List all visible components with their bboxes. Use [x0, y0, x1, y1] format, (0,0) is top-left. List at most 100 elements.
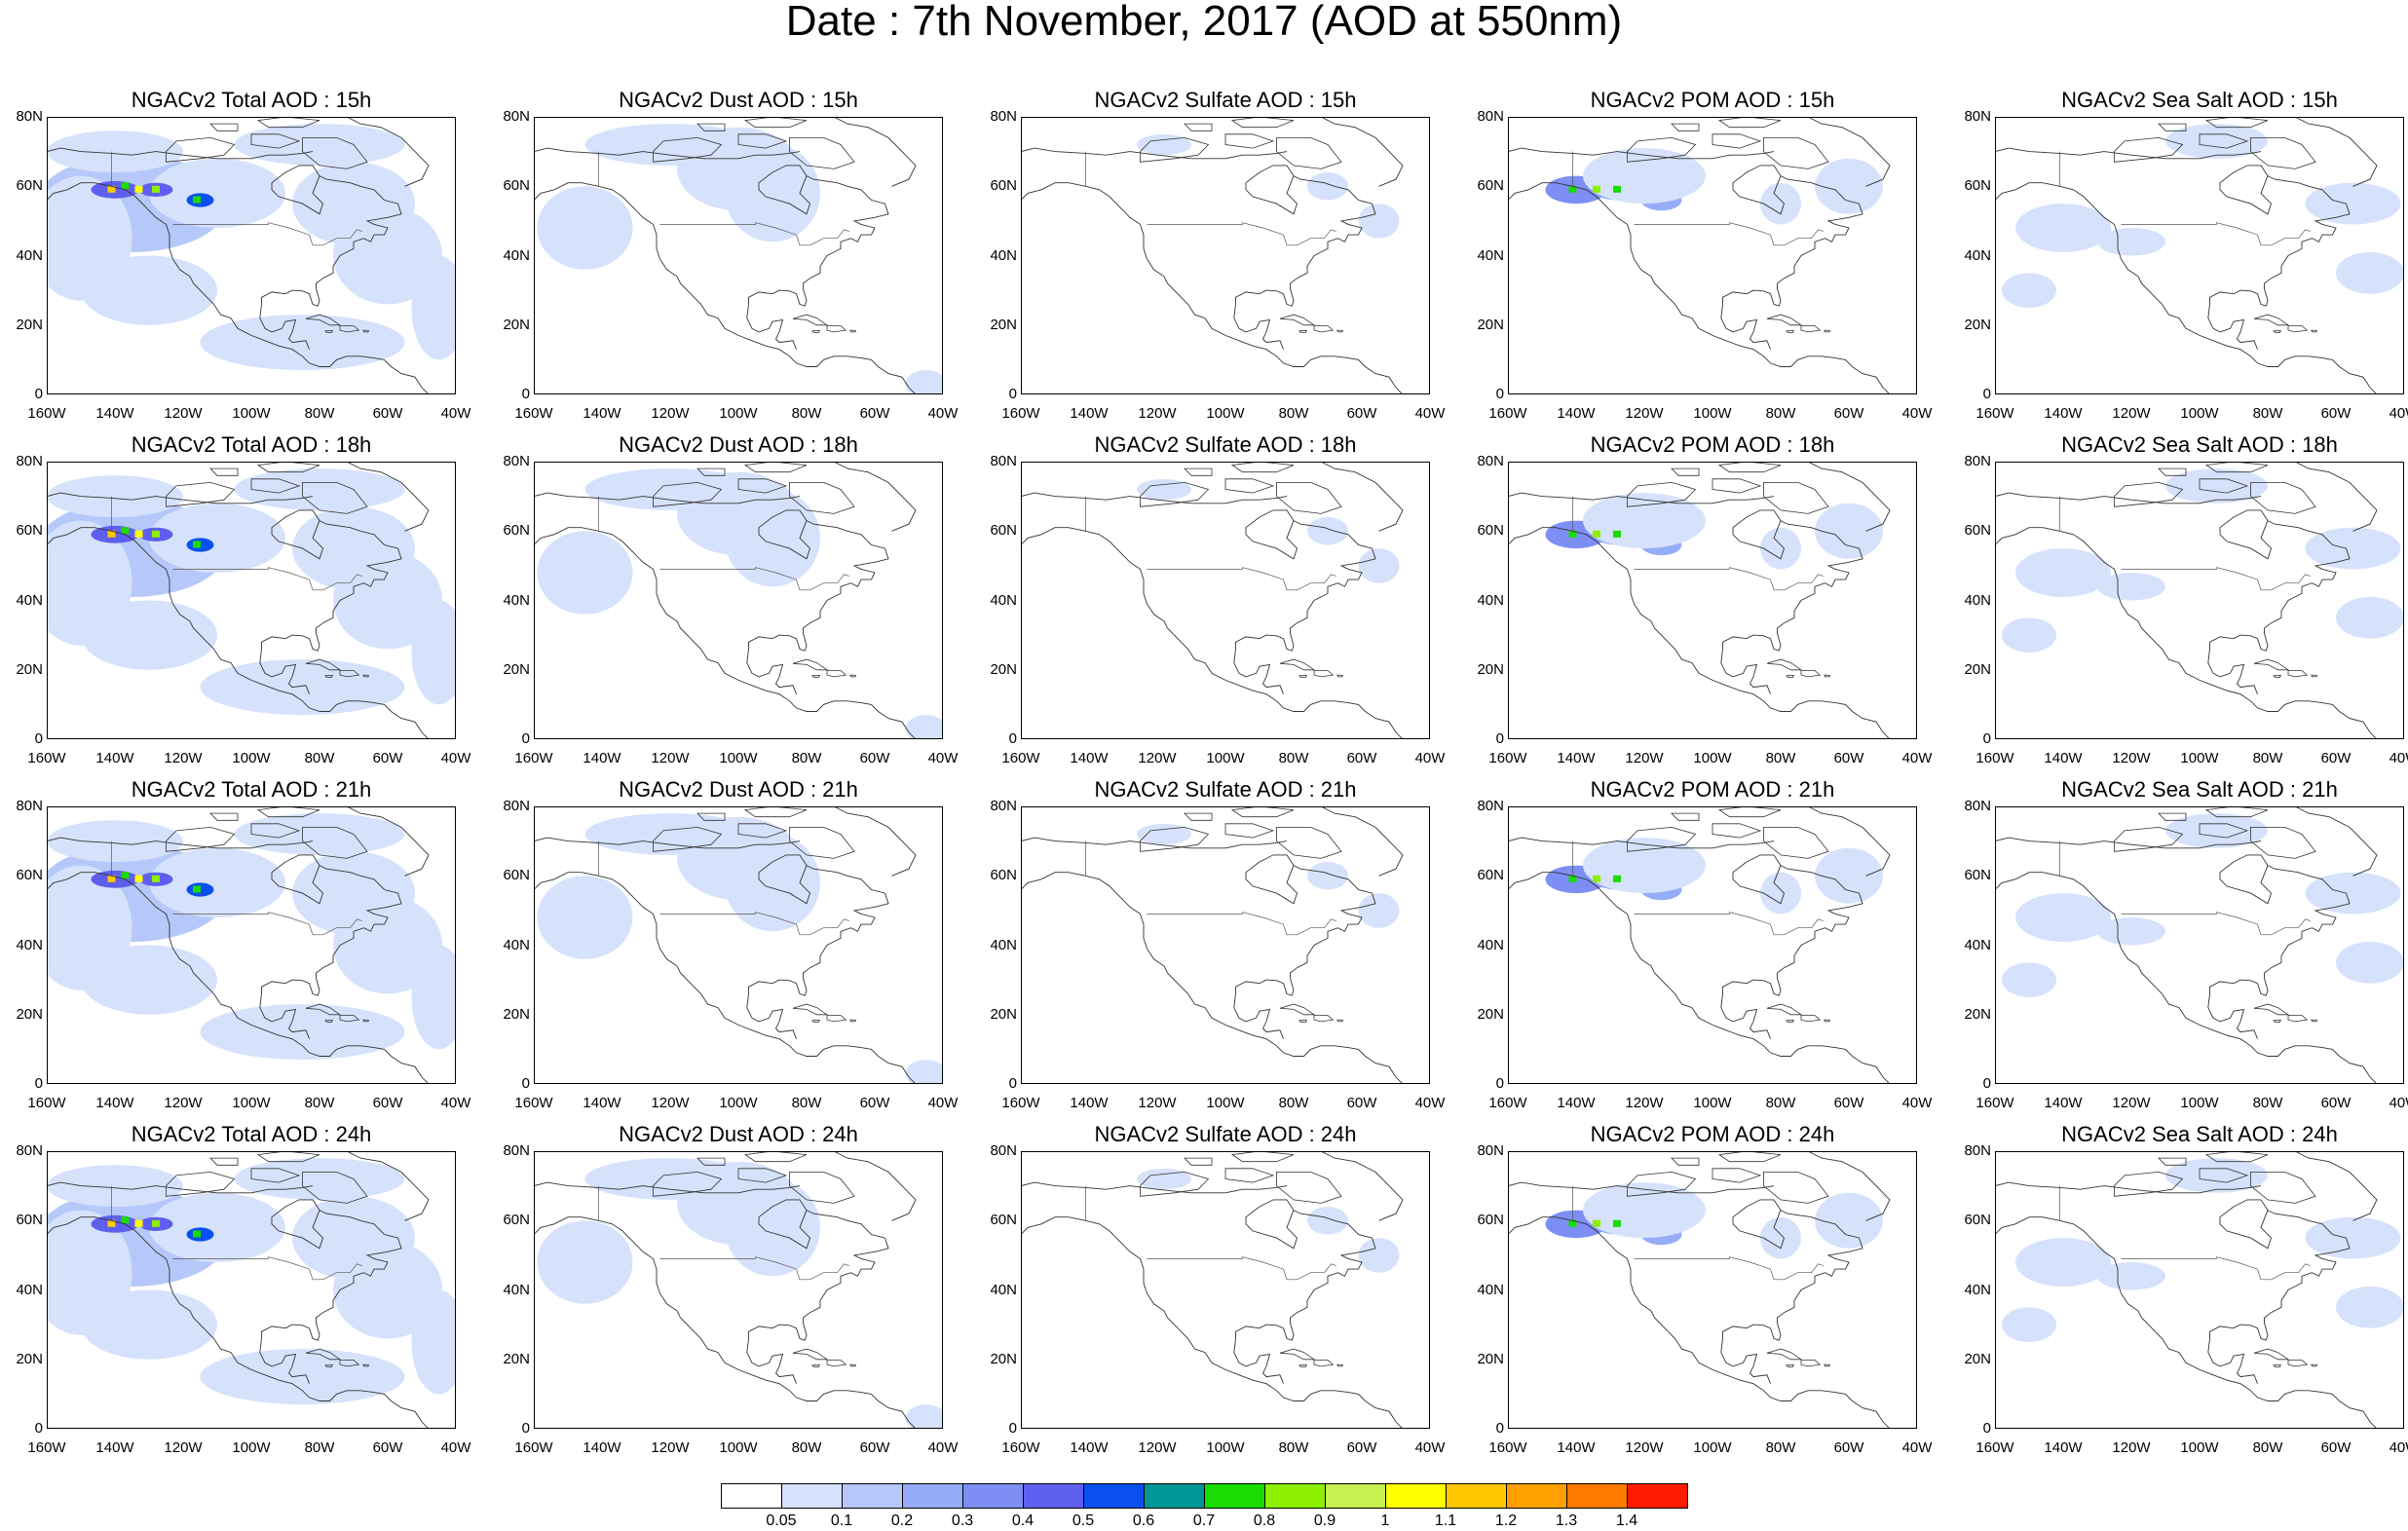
- island-outline: [1717, 463, 1781, 472]
- coastline: [1322, 807, 1404, 877]
- longitude-tick-label: 160W: [1001, 405, 1040, 422]
- coastline: [1022, 1181, 1287, 1193]
- map-panel: NGACv2 Dust AOD : 21h 80N 60N 40N 20N 0 160W 14…: [487, 777, 972, 1123]
- map-canvas: [535, 463, 942, 738]
- map-canvas: [1509, 463, 1891, 738]
- colorbar-swatch: [1325, 1483, 1386, 1509]
- map-canvas: [48, 463, 455, 738]
- latitude-tick-label: 40N: [16, 246, 43, 264]
- coastline: [535, 181, 916, 393]
- coastline: [48, 837, 313, 848]
- longitude-tick-label: 60W: [1833, 405, 1864, 422]
- aod-field-area: [1759, 1216, 1801, 1258]
- longitude-tick-label: 60W: [1346, 1439, 1377, 1456]
- aod-field-area: [2335, 251, 2403, 294]
- island-outline: [848, 674, 856, 677]
- coastline: [1721, 864, 1863, 996]
- map-panel: NGACv2 Sulfate AOD : 21h 80N 60N 40N 20N 0 160…: [974, 777, 1459, 1123]
- coastline: [1509, 181, 1890, 393]
- island-outline: [323, 1363, 333, 1367]
- coastline: [835, 463, 917, 532]
- island-outline: [250, 1167, 300, 1183]
- latitude-tick-label: 60N: [1477, 1212, 1504, 1229]
- island-outline: [792, 658, 828, 670]
- longitude-tick-label: 160W: [514, 405, 553, 422]
- longitude-tick-label: 120W: [1138, 405, 1177, 422]
- aod-field-area: [1136, 133, 1191, 155]
- country-border: [1634, 911, 1824, 935]
- aod-hotspot: [192, 885, 201, 892]
- longitude-tick-label: 120W: [651, 405, 690, 422]
- colorbar-label: 0.7: [1192, 1512, 1216, 1529]
- coastline: [1721, 1209, 1863, 1341]
- latitude-tick-label: 40N: [990, 936, 1017, 953]
- longitude-tick-label: 140W: [95, 750, 134, 766]
- coastline: [2206, 303, 2258, 350]
- coastline: [535, 1215, 916, 1428]
- longitude-tick-label: 40W: [1901, 1439, 1933, 1456]
- island-outline: [1670, 1157, 1699, 1166]
- aod-hotspot: [1568, 185, 1576, 193]
- coastline: [758, 853, 810, 904]
- coastline: [1322, 118, 1404, 187]
- aod-field-area: [2014, 203, 2111, 252]
- longitude-tick-label: 160W: [514, 750, 553, 766]
- longitude-tick-label: 40W: [1414, 405, 1446, 422]
- longitude-tick-label: 80W: [304, 750, 335, 766]
- aod-field-area: [411, 945, 455, 1049]
- longitude-tick-label: 100W: [232, 750, 271, 766]
- island-outline: [2287, 324, 2308, 332]
- island-outline: [1230, 1152, 1294, 1162]
- map-canvas: [1996, 807, 2403, 1083]
- latitude-tick-label: 60N: [1964, 1212, 1991, 1229]
- longitude-tick-label: 120W: [1138, 1439, 1177, 1456]
- coastline: [1996, 181, 2377, 393]
- island-outline: [1313, 1014, 1334, 1022]
- colorbar-swatch: [1264, 1483, 1326, 1509]
- figure-title: Date : 7th November, 2017 (AOD at 550nm): [785, 0, 1623, 45]
- aod-field-area: [2305, 527, 2400, 569]
- coastline: [535, 1181, 800, 1193]
- island-outline: [2310, 329, 2317, 332]
- coastline: [1732, 853, 1785, 904]
- latitude-tick-label: 80N: [16, 798, 43, 814]
- aod-field-area: [80, 1289, 217, 1360]
- panel-title: NGACv2 POM AOD : 24h: [1590, 1122, 1835, 1146]
- longitude-tick-label: 80W: [791, 405, 822, 422]
- latitude-tick-label: 20N: [1477, 660, 1504, 678]
- longitude-tick-label: 120W: [2112, 1095, 2151, 1111]
- coastline: [1509, 1215, 1890, 1428]
- island-outline: [2113, 826, 2183, 852]
- longitude-tick-label: 80W: [1765, 405, 1796, 422]
- island-outline: [1762, 481, 1829, 514]
- aod-field-area: [1358, 547, 1399, 583]
- island-outline: [1336, 1019, 1343, 1022]
- island-outline: [810, 674, 820, 678]
- longitude-tick-label: 80W: [304, 405, 335, 422]
- aod-hotspot: [1592, 530, 1600, 538]
- latitude-tick-label: 40N: [990, 1281, 1017, 1298]
- aod-field-area: [80, 255, 217, 325]
- longitude-tick-label: 160W: [1488, 405, 1527, 422]
- island-outline: [1275, 826, 1342, 859]
- island-outline: [361, 329, 369, 332]
- island-outline: [1139, 1171, 1209, 1197]
- island-outline: [165, 136, 235, 163]
- coastline: [2208, 1209, 2351, 1341]
- latitude-tick-label: 60N: [1964, 867, 1991, 884]
- latitude-tick-label: 0: [1008, 730, 1017, 747]
- latitude-tick-label: 60N: [503, 522, 530, 540]
- longitude-tick-label: 140W: [1070, 1095, 1109, 1111]
- aod-field-area: [1814, 1192, 1883, 1249]
- colorbar-swatch: [902, 1483, 963, 1509]
- latitude-tick-label: 60N: [990, 1212, 1017, 1229]
- latitude-tick-label: 0: [1495, 386, 1504, 402]
- country-border: [659, 566, 849, 590]
- aod-hotspot: [107, 530, 115, 538]
- aod-field-area: [148, 503, 285, 573]
- aod-field-area: [48, 819, 183, 862]
- map-canvas: [1996, 463, 2403, 738]
- island-outline: [305, 658, 341, 670]
- map-frame: [1508, 117, 1917, 394]
- island-outline: [2249, 826, 2316, 859]
